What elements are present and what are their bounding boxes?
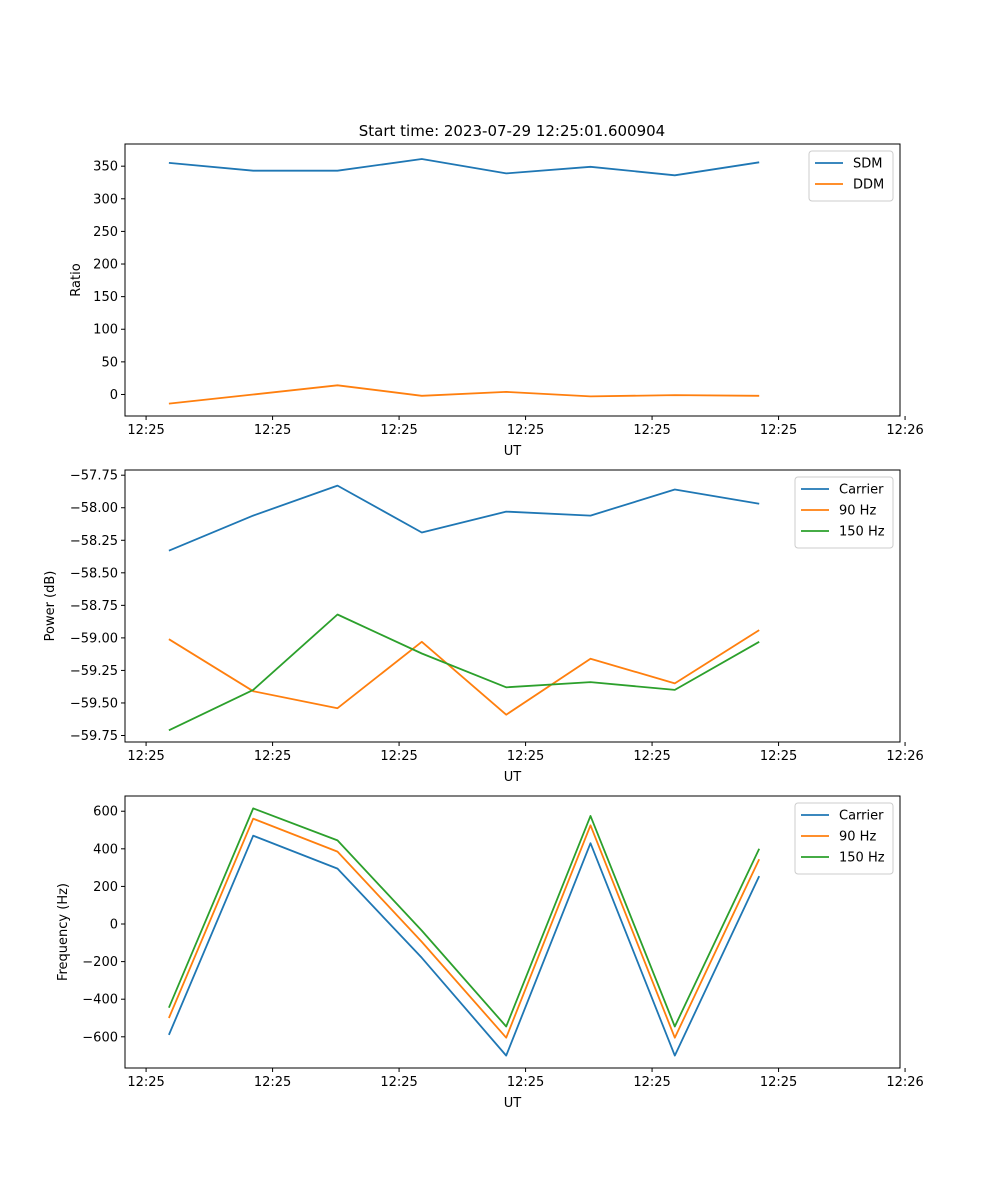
x-tick-label: 12:25 [127,1075,164,1090]
y-tick-label: 600 [93,805,118,820]
x-tick-label: 12:25 [380,423,417,438]
x-tick-label: 12:25 [254,749,291,764]
series-line-sdm [168,158,760,177]
series-line-carrier [168,484,760,552]
x-tick-label: 12:25 [507,1075,544,1090]
x-axis-label: UT [504,770,522,785]
legend-label: Carrier [839,483,884,498]
x-tick-label: 12:25 [633,1075,670,1090]
y-tick-label: −200 [82,955,118,970]
legend: Carrier 90 Hz 150 Hz [794,476,894,549]
legend-label: SDM [853,157,882,172]
y-tick-label: −58.50 [70,566,118,581]
x-tick-label: 12:25 [633,423,670,438]
frequency-chart: 12:25 12:25 12:25 12:25 12:25 12:25 12:26 −600 −… [56,795,924,1111]
legend-label: 90 Hz [839,830,876,845]
series-line-150-hz [168,613,760,732]
y-tick-label: −58.00 [70,501,118,516]
series-line-90-hz [168,817,761,1039]
x-tick-label: 12:26 [886,423,923,438]
y-tick-label: −600 [82,1030,118,1045]
x-tick-label: 12:26 [886,1075,923,1090]
y-tick-label: −59.75 [70,729,118,744]
series-line-ddm [168,384,760,405]
legend: SDM DDM [808,150,894,202]
figure-title: Start time: 2023-07-29 12:25:01.600904 [359,122,665,140]
x-tick-label: 12:25 [760,423,797,438]
y-tick-label: −58.75 [70,599,118,614]
y-tick-label: 0 [110,918,118,933]
series-line-carrier [168,834,761,1057]
series-line-90-hz [168,629,760,716]
y-tick-label: −59.50 [70,696,118,711]
y-axis-label: Frequency (Hz) [56,883,71,981]
y-tick-label: −59.25 [70,664,118,679]
power-chart: 12:25 12:25 12:25 12:25 12:25 12:25 12:26 −59.7… [43,469,924,785]
y-tick-label: 150 [93,290,118,305]
ratio-chart: 12:25 12:25 12:25 12:25 12:25 12:25 12:26 0 50 10… [69,143,924,459]
plot-frame [124,143,901,417]
y-tick-label: −400 [82,993,118,1008]
y-tick-label: 250 [93,225,118,240]
x-tick-label: 12:25 [633,749,670,764]
x-tick-label: 12:25 [507,423,544,438]
x-tick-label: 12:25 [380,749,417,764]
x-axis-label: UT [504,444,522,459]
legend-label: 90 Hz [839,504,876,519]
y-tick-label: 200 [93,258,118,273]
plot-frame [124,795,901,1069]
x-tick-label: 12:25 [127,749,164,764]
legend-label: Carrier [839,809,884,824]
y-tick-label: −58.25 [70,534,118,549]
legend: Carrier 90 Hz 150 Hz [794,802,894,875]
y-tick-label: 300 [93,192,118,207]
x-tick-label: 12:25 [760,1075,797,1090]
x-tick-label: 12:25 [254,1075,291,1090]
x-tick-label: 12:25 [380,1075,417,1090]
x-axis-label: UT [504,1096,522,1111]
legend-label: DDM [853,178,884,193]
x-tick-label: 12:25 [507,749,544,764]
y-tick-label: 350 [93,160,118,175]
y-tick-label: −57.75 [70,469,118,484]
legend-label: 150 Hz [839,525,885,540]
y-tick-label: 200 [93,880,118,895]
x-tick-label: 12:25 [760,749,797,764]
series-line-150-hz [168,807,761,1028]
y-tick-label: 0 [110,388,118,403]
y-tick-label: 400 [93,842,118,857]
x-tick-label: 12:25 [127,423,164,438]
y-axis-label: Power (dB) [43,571,58,642]
legend-label: 150 Hz [839,851,885,866]
y-tick-label: 100 [93,323,118,338]
plot-frame [124,469,901,743]
x-tick-label: 12:25 [254,423,291,438]
y-tick-label: 50 [101,355,118,370]
y-tick-label: −59.00 [70,631,118,646]
x-tick-label: 12:26 [886,749,923,764]
y-axis-label: Ratio [69,263,84,296]
